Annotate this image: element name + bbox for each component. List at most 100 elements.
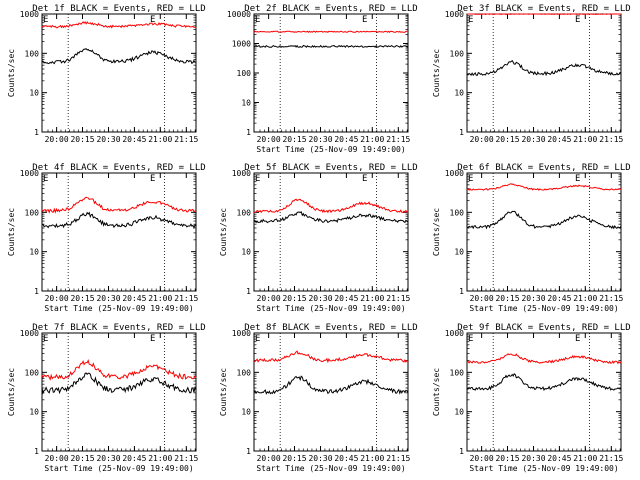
plot-panel: Det 3f BLACK = Events, RED = LLD 1 10 100 10… — [432, 4, 631, 144]
x-tick-label: 20:15 — [495, 454, 519, 463]
x-axis-label: Start Time (25-Nov-09 19:49:00) — [469, 304, 618, 313]
x-axis-label: Start Time (25-Nov-09 19:49:00) — [256, 145, 405, 154]
y-tick-label: 1000 — [20, 329, 39, 338]
x-tick-label: 20:30 — [308, 135, 332, 144]
x-tick-label: 21:15 — [174, 135, 198, 144]
x-axis-label: Start Time (25-Nov-09 19:49:00) — [44, 304, 193, 313]
x-tick-label: 20:30 — [96, 454, 120, 463]
plot-panel: Det 7f BLACK = Events, RED = LLD 1 10 100 10… — [7, 323, 206, 473]
y-tick-label: 1000 — [445, 169, 464, 178]
x-tick-label: 20:45 — [334, 454, 358, 463]
x-tick-label: 20:15 — [495, 135, 519, 144]
x-tick-label: 20:00 — [470, 454, 494, 463]
plot-frame — [253, 332, 409, 452]
event-marker-label: E — [43, 174, 48, 184]
x-tick-label: 20:00 — [257, 294, 281, 303]
event-marker-label: E — [468, 174, 473, 184]
plot-panel: Det 9f BLACK = Events, RED = LLD 1 10 100 10… — [432, 323, 631, 473]
y-tick-label: 10 — [29, 89, 39, 98]
x-tick-label: 20:15 — [282, 135, 306, 144]
x-tick-label: 21:00 — [360, 454, 384, 463]
y-tick-label: 100 — [237, 69, 252, 78]
x-tick-label: 20:15 — [70, 454, 94, 463]
event-marker-label: E — [575, 15, 580, 25]
x-tick-label: 21:00 — [148, 454, 172, 463]
y-axis-label: Counts/sec — [432, 368, 441, 416]
x-tick-label: 20:45 — [122, 454, 146, 463]
y-tick-label: 1000 — [20, 169, 39, 178]
event-marker-label: E — [575, 334, 580, 344]
plot-title: Det 4f BLACK = Events, RED = LLD — [32, 163, 205, 173]
events-rate-series — [466, 59, 622, 77]
event-marker-label: E — [362, 334, 367, 344]
plot-panel: Det 6f BLACK = Events, RED = LLD 1 10 100 10… — [432, 163, 631, 313]
y-tick-label: 1000 — [232, 329, 251, 338]
x-axis-label: Start Time (25-Nov-09 19:49:00) — [44, 464, 193, 473]
x-tick-label: 20:00 — [470, 294, 494, 303]
x-tick-label: 21:15 — [174, 294, 198, 303]
lld-rate-series — [466, 183, 622, 191]
x-tick-label: 21:00 — [573, 454, 597, 463]
x-tick-label: 21:00 — [148, 294, 172, 303]
lld-rate-series — [253, 350, 409, 364]
lld-rate-series — [41, 359, 197, 381]
x-tick-label: 20:00 — [45, 294, 69, 303]
plot-title: Det 1f BLACK = Events, RED = LLD — [32, 4, 205, 14]
event-marker-label: E — [150, 174, 155, 184]
events-rate-series — [253, 44, 409, 49]
y-tick-label: 100 — [450, 208, 465, 217]
plot-title: Det 5f BLACK = Events, RED = LLD — [244, 163, 417, 173]
event-marker-label: E — [150, 334, 155, 344]
x-tick-label: 21:00 — [360, 294, 384, 303]
x-tick-label: 21:15 — [386, 135, 410, 144]
y-tick-label: 100 — [450, 49, 465, 58]
events-rate-series — [41, 372, 197, 395]
plot-title: Det 6f BLACK = Events, RED = LLD — [457, 163, 630, 173]
y-tick-label: 10 — [29, 408, 39, 417]
x-tick-label: 20:00 — [257, 454, 281, 463]
x-tick-label: 20:45 — [547, 294, 571, 303]
x-axis-label: Start Time (25-Nov-09 19:49:00) — [469, 464, 618, 473]
x-tick-label: 20:45 — [547, 454, 571, 463]
x-tick-label: 20:00 — [470, 135, 494, 144]
x-tick-label: 20:30 — [521, 454, 545, 463]
plot-frame — [41, 332, 197, 452]
y-tick-label: 1 — [459, 447, 464, 456]
x-tick-label: 20:45 — [122, 135, 146, 144]
x-tick-label: 21:00 — [148, 135, 172, 144]
y-tick-label: 1 — [459, 128, 464, 137]
x-tick-label: 20:45 — [547, 135, 571, 144]
x-tick-label: 21:00 — [573, 135, 597, 144]
event-marker-label: E — [255, 15, 260, 25]
y-tick-label: 100 — [25, 208, 40, 217]
x-tick-label: 20:00 — [45, 135, 69, 144]
y-tick-label: 10 — [454, 89, 464, 98]
x-tick-label: 20:30 — [96, 294, 120, 303]
x-axis-label: Start Time (25-Nov-09 19:49:00) — [256, 304, 405, 313]
lld-rate-series — [41, 196, 197, 214]
event-marker-label: E — [255, 174, 260, 184]
x-tick-label: 20:15 — [70, 294, 94, 303]
plot-title: Det 3f BLACK = Events, RED = LLD — [457, 4, 630, 14]
event-marker-label: E — [43, 15, 48, 25]
y-tick-label: 10 — [241, 248, 251, 257]
y-tick-label: 1 — [34, 128, 39, 137]
x-tick-label: 21:00 — [573, 294, 597, 303]
event-marker-label: E — [255, 334, 260, 344]
y-axis-label: Counts/sec — [219, 368, 228, 416]
x-tick-label: 21:15 — [599, 454, 623, 463]
y-tick-label: 1 — [246, 447, 251, 456]
plot-title: Det 2f BLACK = Events, RED = LLD — [244, 4, 417, 14]
events-rate-series — [41, 47, 197, 65]
y-tick-label: 100 — [25, 368, 40, 377]
x-tick-label: 20:30 — [521, 294, 545, 303]
plot-frame — [253, 172, 409, 292]
x-tick-label: 20:30 — [308, 294, 332, 303]
y-tick-label: 100 — [237, 368, 252, 377]
y-axis-label: Counts/sec — [7, 49, 16, 97]
x-tick-label: 20:00 — [45, 454, 69, 463]
x-tick-label: 20:30 — [521, 135, 545, 144]
x-tick-label: 21:15 — [599, 294, 623, 303]
events-rate-series — [466, 373, 622, 392]
